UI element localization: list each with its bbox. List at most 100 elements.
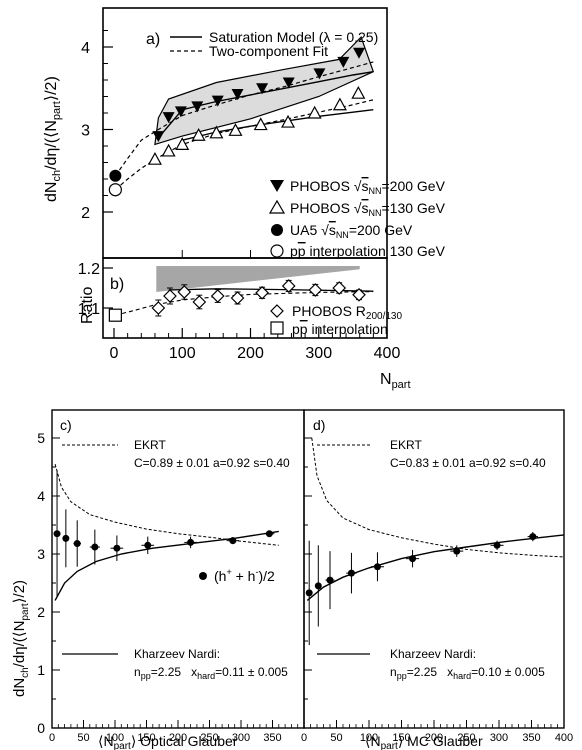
a-tick-layer: 2 3 4 [81, 30, 320, 258]
ratio-point [163, 289, 177, 303]
phobos130-point [307, 105, 322, 119]
panel-d-label: d) [313, 417, 325, 433]
a-y-tick-label: 4 [81, 40, 90, 57]
d-tick-layer: 0 50 100 150 200 250 300 350 400 [301, 437, 573, 744]
ratio-point [192, 295, 207, 309]
hpm-point [314, 582, 322, 590]
phobos200-point [282, 77, 295, 89]
phobos200-point [162, 112, 175, 124]
phobos130-point [332, 97, 347, 111]
x-tick-label: 400 [555, 732, 573, 744]
y-tick-label: 1 [37, 662, 45, 678]
ekrt-params-d: C=0.83 ± 0.01 a=0.92 s=0.40 [390, 456, 546, 470]
y-tick-label: 2 [37, 604, 45, 620]
hpm-point [373, 563, 381, 571]
legend-pp-label: pp interpolation 130 GeV [290, 243, 446, 259]
legend-fit-label: Two-component Fit [209, 43, 328, 59]
phobos200-point [231, 89, 244, 101]
legend-phobos130-label: PHOBOS √sNN=130 GeV [290, 200, 446, 218]
x-tick-label: 250 [457, 732, 475, 744]
ratio-point [352, 287, 366, 302]
legend-a-top: Saturation Model (λ = 0.25) Two-componen… [170, 29, 378, 59]
legend-marker-open-diamond [270, 304, 284, 318]
phobos130-point [228, 123, 243, 136]
legend-marker-filled-circle [271, 224, 283, 236]
phobos130-point [281, 114, 296, 128]
npart-axis-label: Npart [380, 371, 411, 391]
ratio-point [177, 285, 192, 299]
b-wedge-layer [156, 266, 360, 292]
pp-point [108, 183, 122, 197]
b-y-tick-label: 1.1 [78, 301, 100, 318]
x-tick-label: 300 [232, 732, 250, 744]
fit-curve-130 [115, 99, 374, 191]
x-tick-label: 300 [490, 732, 508, 744]
kn-label-d: Kharzeev Nardi: [390, 647, 476, 661]
y-axis-label-c: dNch/dη/(⟨Npart⟩/2) [11, 580, 31, 697]
kn-params-c: npp=2.25 xhard=0.11 ± 0.005 [134, 665, 288, 681]
phobos200-point [256, 83, 269, 95]
x-tick-label: 50 [330, 732, 342, 744]
kharzeev-nardi-curve [54, 530, 279, 601]
x-tick-label: 100 [360, 732, 378, 744]
ratio-point [230, 291, 245, 305]
ratio-point [255, 285, 269, 300]
hpm-point [53, 530, 61, 538]
phobos130-point [253, 117, 268, 131]
x-tick-label: 50 [77, 732, 89, 744]
legend-a-markers: PHOBOS √sNN=200 GeV PHOBOS √sNN=130 GeV … [268, 178, 446, 259]
phobos200-point [211, 95, 224, 107]
panel-a-label: a) [146, 31, 160, 48]
legend-saturation-label: Saturation Model (λ = 0.25) [209, 29, 378, 45]
x-tick-label: 200 [169, 732, 187, 744]
panel-d-frame [303, 409, 565, 729]
c-marker-layer [53, 469, 275, 598]
b-tick-layer: 1.1 1.2 0 100 200 300 400 [78, 261, 401, 362]
a-y-tick-label: 3 [81, 123, 90, 140]
x-tick-label: 200 [425, 732, 443, 744]
x-tick-label: 350 [522, 732, 540, 744]
fit-curve-200 [114, 61, 374, 177]
x-tick-label: 350 [263, 732, 281, 744]
legend-hpm-label: (h+ + h-)/2 [214, 567, 275, 584]
hpm-point [529, 533, 537, 541]
phobos200-point [337, 56, 350, 68]
b-x-tick-label: 100 [169, 345, 196, 362]
ekrt-label-c: EKRT [134, 438, 166, 452]
panel-c-label: c) [60, 417, 72, 433]
a-y-tick-label: 2 [81, 205, 90, 222]
phobos200-point [191, 101, 204, 113]
phobos130-point [351, 85, 366, 99]
phobos130-point [191, 128, 206, 141]
legend-phobos200-label: PHOBOS √sNN=200 GeV [290, 178, 446, 196]
phobos130-point [175, 137, 190, 150]
panel-d: 0 50 100 150 200 250 300 350 400 d) EKRT C=0.83 … [301, 409, 573, 750]
x-axis-label-d: ⟨Npart⟩ MC Glauber [365, 733, 483, 750]
hpm-point [187, 538, 195, 546]
hpm-point [73, 540, 81, 548]
ua5-point [109, 169, 122, 182]
a-band-layer [154, 35, 375, 146]
saturation-curve-200 [156, 71, 374, 140]
kn-label-c: Kharzeev Nardi: [134, 647, 220, 661]
ekrt-curve [311, 437, 565, 558]
d-curve-layer [306, 437, 565, 601]
d-marker-layer [305, 531, 538, 646]
panel-b-frame [102, 257, 388, 339]
saturation-band [154, 35, 375, 146]
c-curve-layer [54, 463, 279, 601]
panel-b: 1.1 1.2 0 100 200 300 400 b) PHOBOS R200/130 p… [78, 257, 411, 391]
hpm-point [305, 589, 313, 597]
y-axis-label-a: dNch/dη/(⟨Npart⟩/2) [43, 76, 63, 202]
b-x-tick-label: 200 [237, 345, 264, 362]
a-marker-layer [108, 47, 366, 197]
hpm-point [91, 543, 99, 551]
b-x-tick-label: 0 [110, 345, 119, 362]
ratio-uncertainty-wedge [156, 266, 360, 292]
ratio-axis-label: Ratio [79, 287, 96, 324]
legend-marker-open-square [270, 321, 284, 335]
phobos200-point [313, 68, 326, 80]
ekrt-label-d: EKRT [390, 438, 422, 452]
hpm-point [326, 576, 334, 584]
